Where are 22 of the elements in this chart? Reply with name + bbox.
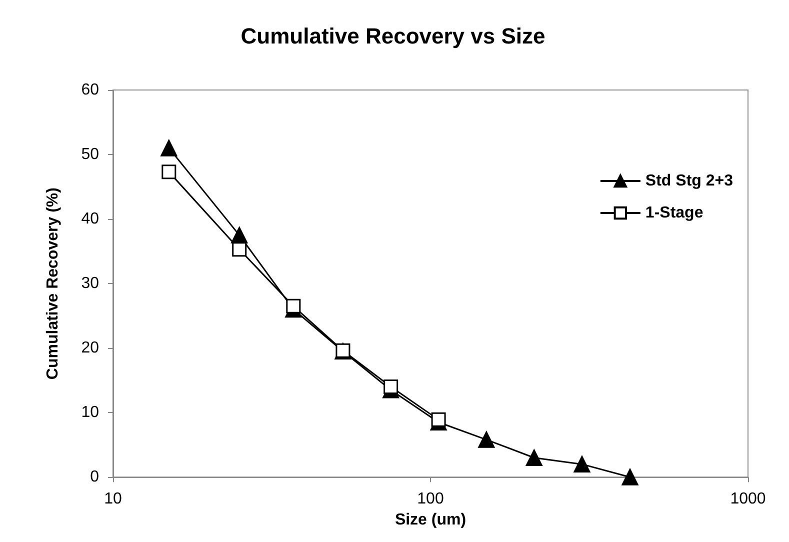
point	[431, 412, 446, 427]
y-tick-label: 60	[81, 82, 100, 98]
x-tick-label: 1000	[730, 490, 766, 508]
chart-title: Cumulative Recovery vs Size	[240, 24, 546, 48]
point	[286, 298, 301, 314]
x-tick-label: 10	[104, 490, 122, 508]
point	[478, 431, 495, 448]
point	[574, 456, 590, 472]
legend-label: Std Stg 2+3	[645, 172, 734, 190]
y-axis-title: Cumulative Recovery (%)	[44, 188, 62, 380]
x-axis-title: Size (um)	[394, 512, 466, 528]
point	[622, 468, 638, 486]
y-tick-label: 0	[90, 468, 100, 486]
y-tick-label: 40	[81, 210, 100, 228]
point	[384, 380, 398, 394]
legend-label: 1-Stage	[645, 204, 704, 222]
y-tick-label: 50	[81, 146, 100, 164]
y-tick-label: 10	[81, 404, 100, 422]
point	[526, 449, 542, 466]
y-tick-label: 20	[81, 340, 100, 357]
y-tick-label: 30	[81, 275, 100, 292]
x-tick-label: 100	[417, 490, 444, 508]
